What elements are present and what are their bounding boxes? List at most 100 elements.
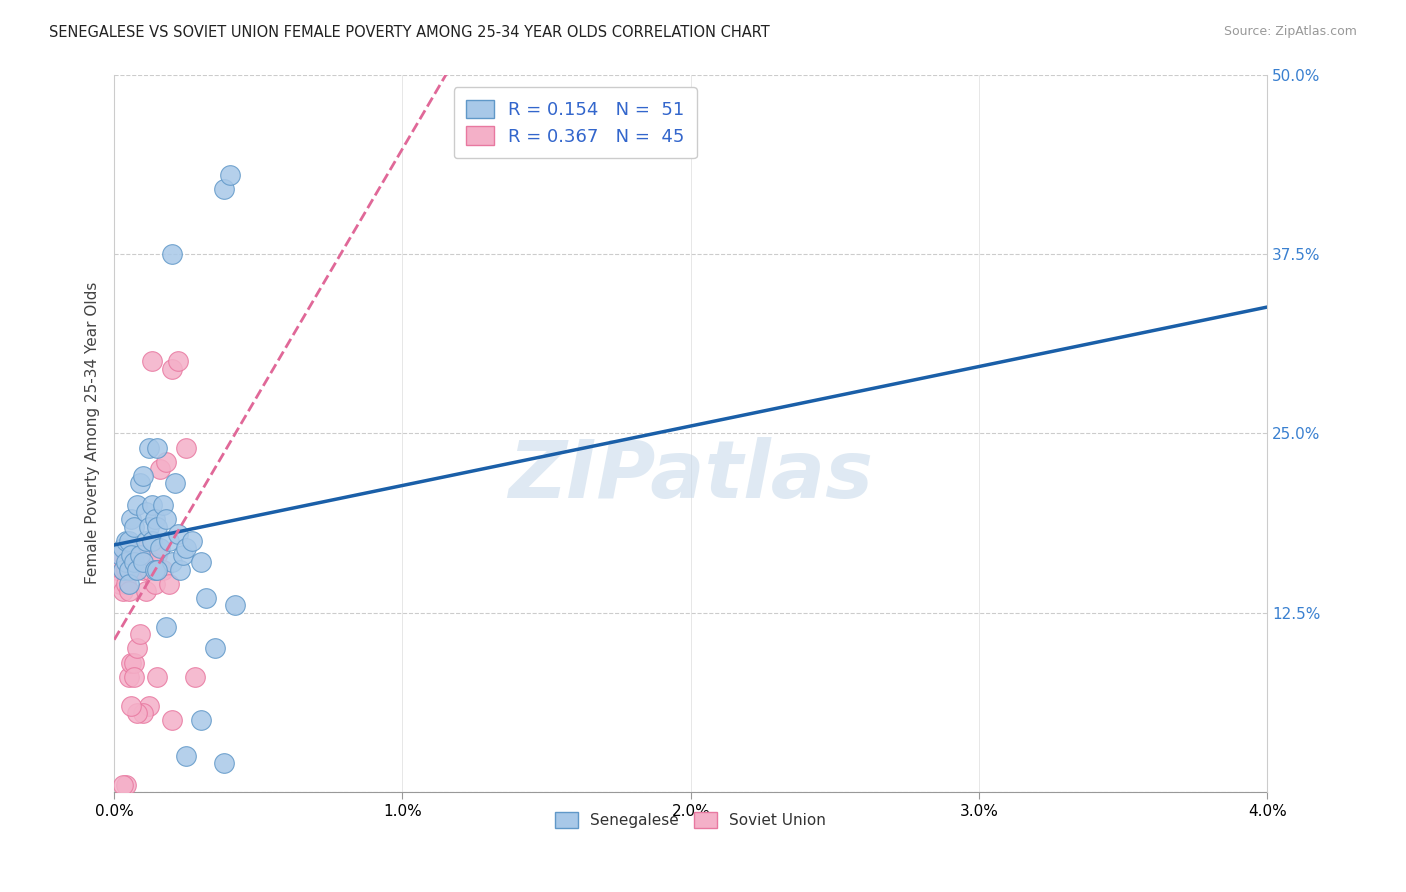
Point — [169, 563, 191, 577]
Point — [132, 706, 155, 720]
Point — [157, 577, 180, 591]
Point — [135, 505, 157, 519]
Point — [132, 563, 155, 577]
Point — [149, 462, 172, 476]
Text: Source: ZipAtlas.com: Source: ZipAtlas.com — [1223, 25, 1357, 38]
Point — [181, 533, 204, 548]
Point — [117, 563, 139, 577]
Point — [146, 519, 169, 533]
Point — [114, 778, 136, 792]
Point — [174, 441, 197, 455]
Point — [160, 361, 183, 376]
Point — [149, 541, 172, 555]
Point — [111, 548, 134, 562]
Point — [146, 563, 169, 577]
Point — [141, 498, 163, 512]
Point — [160, 247, 183, 261]
Point — [124, 555, 146, 569]
Point — [174, 749, 197, 764]
Point — [124, 656, 146, 670]
Point — [121, 698, 143, 713]
Point — [111, 563, 134, 577]
Point — [141, 354, 163, 368]
Point — [218, 168, 240, 182]
Point — [204, 641, 226, 656]
Point — [114, 555, 136, 569]
Point — [172, 548, 194, 562]
Point — [146, 548, 169, 562]
Point — [117, 533, 139, 548]
Point — [143, 577, 166, 591]
Point — [124, 563, 146, 577]
Point — [155, 620, 177, 634]
Point — [195, 591, 218, 606]
Point — [111, 563, 134, 577]
Point — [114, 548, 136, 562]
Point — [212, 182, 235, 196]
Point — [108, 555, 131, 569]
Point — [224, 599, 246, 613]
Point — [160, 713, 183, 727]
Point — [127, 541, 149, 555]
Point — [190, 713, 212, 727]
Point — [155, 512, 177, 526]
Point — [135, 533, 157, 548]
Point — [184, 670, 207, 684]
Point — [138, 441, 160, 455]
Point — [146, 441, 169, 455]
Point — [141, 533, 163, 548]
Point — [111, 778, 134, 792]
Point — [132, 469, 155, 483]
Point — [155, 455, 177, 469]
Text: SENEGALESE VS SOVIET UNION FEMALE POVERTY AMONG 25-34 YEAR OLDS CORRELATION CHAR: SENEGALESE VS SOVIET UNION FEMALE POVERT… — [49, 25, 770, 40]
Point — [141, 555, 163, 569]
Point — [129, 555, 152, 569]
Point — [127, 641, 149, 656]
Point — [127, 563, 149, 577]
Point — [124, 519, 146, 533]
Point — [129, 548, 152, 562]
Point — [132, 548, 155, 562]
Point — [121, 512, 143, 526]
Point — [166, 526, 188, 541]
Point — [160, 555, 183, 569]
Legend: Senegalese, Soviet Union: Senegalese, Soviet Union — [550, 806, 832, 835]
Point — [132, 555, 155, 569]
Point — [111, 584, 134, 599]
Point — [163, 476, 186, 491]
Point — [117, 577, 139, 591]
Point — [117, 555, 139, 569]
Point — [190, 555, 212, 569]
Point — [138, 563, 160, 577]
Point — [174, 541, 197, 555]
Point — [129, 476, 152, 491]
Point — [129, 627, 152, 641]
Point — [138, 698, 160, 713]
Y-axis label: Female Poverty Among 25-34 Year Olds: Female Poverty Among 25-34 Year Olds — [86, 282, 100, 584]
Point — [143, 563, 166, 577]
Point — [212, 756, 235, 771]
Point — [108, 577, 131, 591]
Point — [114, 563, 136, 577]
Point — [157, 533, 180, 548]
Point — [108, 548, 131, 562]
Point — [111, 541, 134, 555]
Point — [166, 354, 188, 368]
Point — [117, 670, 139, 684]
Point — [124, 670, 146, 684]
Point — [121, 656, 143, 670]
Point — [114, 533, 136, 548]
Point — [121, 548, 143, 562]
Text: ZIPatlas: ZIPatlas — [508, 437, 873, 516]
Point — [135, 584, 157, 599]
Point — [138, 519, 160, 533]
Point — [114, 577, 136, 591]
Point — [143, 512, 166, 526]
Point — [146, 670, 169, 684]
Point — [117, 584, 139, 599]
Point — [127, 498, 149, 512]
Point — [127, 706, 149, 720]
Point — [105, 563, 128, 577]
Point — [152, 498, 174, 512]
Point — [152, 563, 174, 577]
